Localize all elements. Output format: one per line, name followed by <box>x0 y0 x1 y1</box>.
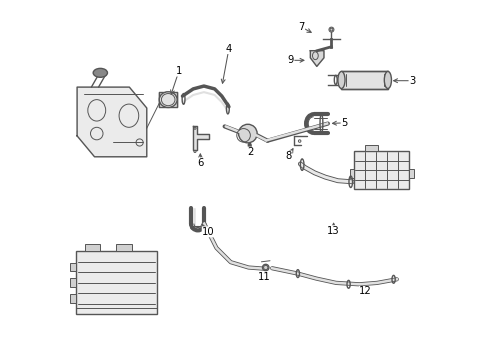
Text: 8: 8 <box>286 151 292 161</box>
Bar <box>159 92 177 108</box>
Text: 1: 1 <box>176 66 182 76</box>
Bar <box>342 71 388 89</box>
Bar <box>116 244 132 251</box>
Bar <box>76 251 157 314</box>
Ellipse shape <box>239 124 257 143</box>
Text: 2: 2 <box>247 147 253 157</box>
Text: 3: 3 <box>409 76 416 86</box>
Bar <box>70 263 76 271</box>
Polygon shape <box>310 51 324 66</box>
Text: 9: 9 <box>288 55 294 65</box>
Ellipse shape <box>338 71 345 89</box>
Ellipse shape <box>384 71 392 89</box>
Ellipse shape <box>93 68 107 77</box>
Text: 10: 10 <box>202 227 215 237</box>
Text: 6: 6 <box>197 158 203 168</box>
Bar <box>365 145 377 152</box>
Text: 12: 12 <box>359 287 372 296</box>
Ellipse shape <box>329 27 334 32</box>
Bar <box>350 169 354 178</box>
Bar <box>354 152 409 189</box>
Text: 5: 5 <box>341 118 347 128</box>
Text: 4: 4 <box>226 44 232 54</box>
Polygon shape <box>77 87 147 157</box>
Polygon shape <box>193 126 209 150</box>
Bar <box>70 294 76 303</box>
Bar <box>85 244 99 251</box>
Bar <box>70 278 76 287</box>
Bar <box>409 169 414 178</box>
Text: 13: 13 <box>327 226 340 236</box>
Text: 7: 7 <box>298 22 305 32</box>
Ellipse shape <box>159 92 177 108</box>
Text: 11: 11 <box>258 272 270 282</box>
Ellipse shape <box>263 264 269 271</box>
